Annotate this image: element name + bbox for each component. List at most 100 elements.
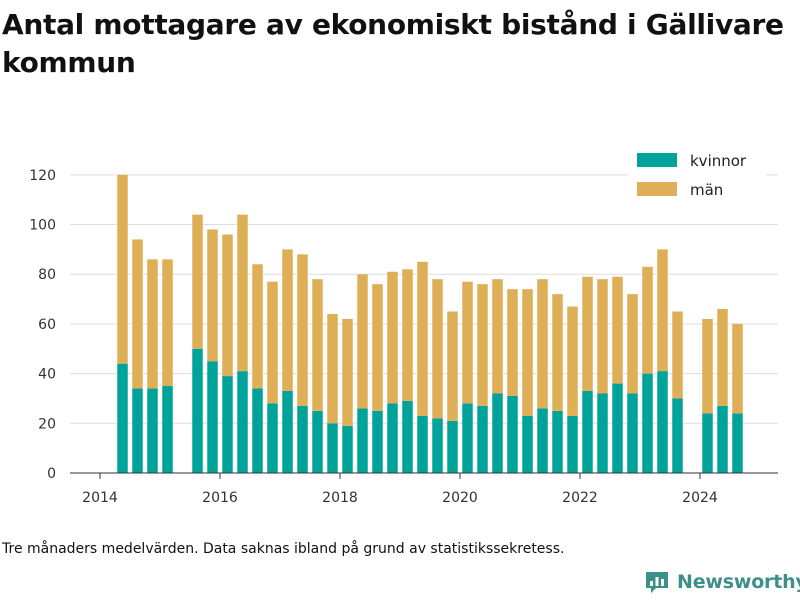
bar-kvinnor [612,383,623,473]
bar-kvinnor [237,371,248,473]
bar-män [732,323,743,414]
bar-män [267,281,278,404]
bar-män [297,254,308,406]
chart-caption: Tre månaders medelvärden. Data saknas ib… [2,541,565,557]
bar-män [597,279,608,394]
bar-män [342,318,353,426]
bar-män [222,234,233,377]
x-tick-label: 2024 [682,490,718,506]
y-tick-labels: 0 20 40 60 80 100 120 [29,168,56,482]
bar-män [312,279,323,411]
legend-swatch-kvinnor [637,153,677,167]
bar-män [672,311,683,399]
bar-män [327,313,338,424]
x-tick-label: 2016 [202,490,238,506]
bar-kvinnor [657,371,668,473]
bar-män [492,279,503,394]
brand-logo: Newsworthy [644,569,800,595]
bar-kvinnor [327,423,338,473]
bar-kvinnor [192,348,203,473]
bar-män [522,289,533,416]
bar-kvinnor [627,393,638,473]
bar-kvinnor [132,388,143,473]
bar-kvinnor [552,410,563,473]
y-tick-label: 120 [29,168,56,184]
bar-män [147,259,158,389]
bar-män [417,261,428,416]
legend-swatch-män [637,182,677,196]
bar-män [132,239,143,389]
bar-män [507,289,518,396]
bar-män [477,284,488,406]
y-tick-label: 60 [38,317,56,333]
bar-kvinnor [297,405,308,473]
y-tick-label: 0 [47,466,56,482]
bar-män [252,264,263,389]
x-tick-label: 2022 [562,490,598,506]
bar-kvinnor [507,395,518,473]
bar-kvinnor [387,403,398,473]
bar-kvinnor [147,388,158,473]
bar-män [567,306,578,416]
bar-kvinnor [417,415,428,473]
bar-kvinnor [582,391,593,473]
bar-kvinnor [372,410,383,473]
y-tick-label: 100 [29,218,56,234]
bar-män [642,266,653,374]
bar-kvinnor [342,425,353,473]
bar-kvinnor [462,403,473,473]
bar-män [702,318,713,414]
bar-män [372,284,383,411]
x-tick-label: 2018 [322,490,358,506]
bar-kvinnor [312,410,323,473]
bar-kvinnor [432,418,443,473]
stacked-bar-chart: 0 20 40 60 80 100 120 2014 2016 2018 2020 2022 2024… [29,147,778,506]
bar-kvinnor [207,361,218,473]
bar-kvinnor [252,388,263,473]
bar-män [432,279,443,419]
legend-label-män: män [690,181,723,199]
legend: kvinnor män [628,147,766,205]
chart-title: Antal mottagare av ekonomiskt bistånd i … [2,8,784,79]
bar-kvinnor [567,415,578,473]
bar-kvinnor [492,393,503,473]
x-tick-labels: 2014 2016 2018 2020 2022 2024 [82,473,718,506]
y-tick-label: 40 [38,367,56,383]
newsworthy-logo-icon [646,572,668,593]
bar-män [447,311,458,421]
bar-män [207,229,218,362]
bar-män [117,174,128,364]
bar-män [357,274,368,409]
bar-män [627,294,638,394]
bar-kvinnor [642,373,653,473]
bar-kvinnor [672,398,683,473]
bar-män [162,259,173,387]
bar-män [552,294,563,411]
bar-män [237,214,248,372]
bar-kvinnor [522,415,533,473]
bar-kvinnor [702,413,713,473]
legend-label-kvinnor: kvinnor [690,152,747,170]
bar-män [402,269,413,401]
bar-män [192,214,203,349]
bar-män [282,249,293,392]
bar-män [657,249,668,372]
bar-män [387,271,398,404]
bar-kvinnor [717,405,728,473]
bars [117,174,743,473]
bar-män [717,309,728,406]
bar-kvinnor [162,386,173,473]
bar-kvinnor [357,408,368,473]
bar-kvinnor [117,363,128,473]
bar-kvinnor [477,405,488,473]
bar-kvinnor [537,408,548,473]
bar-kvinnor [282,391,293,473]
bar-kvinnor [732,413,743,473]
bar-män [612,276,623,384]
bar-kvinnor [402,400,413,473]
y-tick-label: 80 [38,267,56,283]
bar-kvinnor [222,376,233,473]
bar-män [537,279,548,409]
bar-kvinnor [597,393,608,473]
x-tick-label: 2014 [82,490,118,506]
